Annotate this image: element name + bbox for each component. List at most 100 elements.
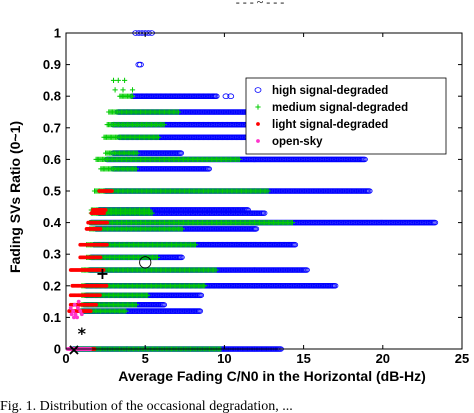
- data-point: [71, 309, 76, 313]
- data-point: [134, 150, 140, 156]
- legend-item: light signal-degraded: [256, 119, 388, 131]
- data-point: [291, 241, 299, 248]
- legend-item: medium signal-degraded: [255, 102, 408, 114]
- y-tick-label: 0.9: [43, 57, 61, 72]
- legend-item: high signal-degraded: [254, 85, 388, 97]
- data-point: [101, 268, 106, 272]
- data-point: [179, 226, 185, 232]
- data-point: [88, 309, 93, 313]
- figure-caption: Fig. 1. Distribution of the occasional d…: [0, 399, 293, 413]
- x-tick-label: 5: [142, 351, 149, 366]
- y-tick-label: 0.6: [43, 152, 61, 167]
- y-tick-label: 1: [54, 26, 61, 41]
- legend-label: medium signal-degraded: [272, 102, 408, 114]
- data-point: [76, 299, 81, 304]
- data-point: [69, 312, 74, 317]
- data-point: [73, 312, 78, 317]
- data-point: [160, 301, 167, 308]
- data-point: [256, 122, 260, 126]
- data-point: [133, 166, 139, 172]
- legend: high signal-degraded medium signal-degrad…: [245, 77, 447, 155]
- data-point: [149, 210, 155, 216]
- data-point: [133, 302, 139, 308]
- data-point: [192, 242, 199, 248]
- legend-box: [245, 77, 447, 155]
- data-point: [115, 77, 121, 83]
- data-point: [123, 308, 129, 314]
- data-point: [212, 93, 220, 99]
- y-tick-label: 0.8: [43, 89, 61, 104]
- x-tick-label: 10: [217, 351, 231, 366]
- legend-label: light signal-degraded: [272, 119, 388, 131]
- axis-ticks: [65, 32, 463, 350]
- x-tick-label: 0: [62, 351, 69, 366]
- data-point: [129, 93, 136, 99]
- data-point: [303, 267, 310, 273]
- x-axis-label: Average Fading C/N0 in the Horizontal (d…: [118, 368, 426, 384]
- data-point: [431, 219, 439, 226]
- data-point: [260, 210, 268, 216]
- data-point: [97, 293, 102, 298]
- data-point: [98, 255, 103, 260]
- data-point: [197, 292, 205, 299]
- data-point: [361, 156, 368, 163]
- data-point: [205, 166, 212, 172]
- y-tick-label: 0.1: [43, 310, 61, 325]
- data-point: [72, 302, 77, 307]
- y-tick-label: 0.2: [43, 278, 61, 293]
- data-point: [256, 139, 260, 143]
- data-point: [255, 104, 261, 110]
- data-point: [98, 227, 103, 231]
- data-point: [202, 283, 208, 289]
- data-point: [112, 87, 118, 93]
- data-point: [365, 188, 373, 194]
- data-point: [265, 188, 271, 194]
- data-point: [129, 87, 136, 93]
- top-text-fragment: - - - ~ - - -: [236, 0, 284, 9]
- data-point: [154, 254, 161, 260]
- data-point: [102, 211, 106, 216]
- data-point: [196, 308, 204, 314]
- special-marker: +: [96, 264, 109, 283]
- legend-label: high signal-degraded: [272, 85, 388, 97]
- data-point: [110, 77, 117, 83]
- y-axis-label: Fading SVs Ratio (0~1): [7, 121, 23, 273]
- special-marker: *: [78, 324, 87, 343]
- data-point: [254, 87, 262, 93]
- data-point: [110, 189, 114, 193]
- data-point: [104, 242, 109, 247]
- axis-tick-labels: 0 5 10 15 20 25 0 0.1 0.2 0.3 0.4 0.5 0.6 0.7 0.8 0.9 1: [43, 26, 469, 367]
- legend-label: open-sky: [272, 136, 323, 148]
- data-point: [68, 306, 73, 310]
- data-point: [213, 267, 219, 273]
- data-point: [289, 220, 296, 226]
- data-point: [177, 254, 185, 261]
- data-point: [105, 220, 110, 225]
- special-marker: ×: [67, 340, 80, 359]
- data-point: [331, 282, 339, 289]
- data-point: [104, 283, 109, 288]
- data-point: [79, 312, 84, 317]
- y-tick-label: 0.7: [43, 120, 61, 135]
- special-marker: ○: [138, 252, 152, 271]
- data-point: [94, 302, 98, 307]
- data-point: [155, 134, 162, 140]
- x-tick-label: 20: [376, 351, 390, 366]
- y-tick-label: 0: [54, 342, 61, 357]
- data-point: [78, 309, 83, 313]
- special-markers: ○ + *×: [67, 252, 152, 359]
- data-point: [222, 93, 230, 99]
- data-point: [177, 150, 185, 156]
- data-point: [252, 226, 260, 232]
- data-point: [161, 122, 167, 128]
- data-point: [120, 87, 126, 93]
- y-tick-label: 0.3: [43, 247, 61, 262]
- data-point: [122, 77, 128, 83]
- y-tick-label: 0.5: [43, 184, 61, 199]
- y-tick-label: 0.4: [43, 215, 62, 230]
- data-point: [145, 292, 151, 298]
- data-point: [137, 61, 144, 68]
- data-point: [135, 61, 143, 68]
- data-point: [72, 315, 76, 320]
